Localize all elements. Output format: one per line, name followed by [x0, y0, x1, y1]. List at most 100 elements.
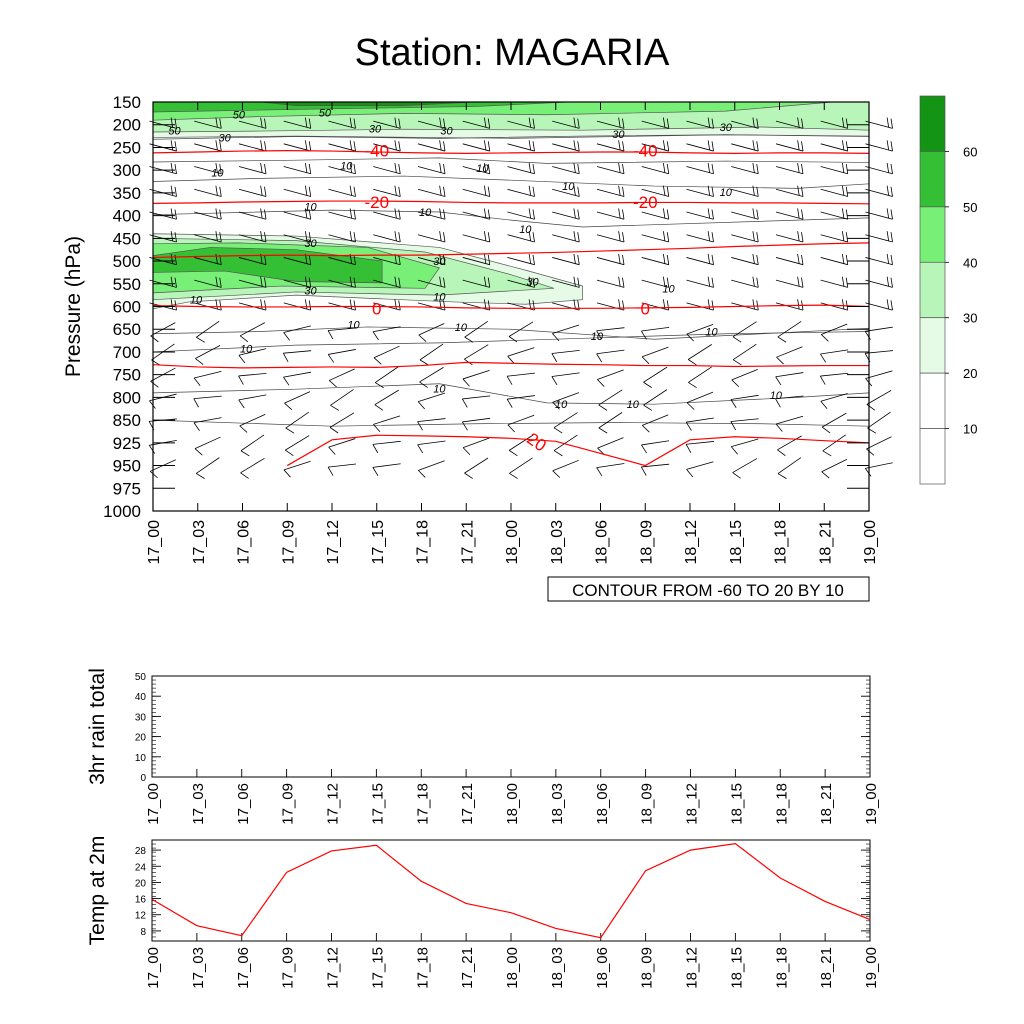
wind-barb-flag	[304, 208, 308, 219]
wind-barb-staff	[507, 395, 535, 400]
temp-x-tick-label: 17_15	[369, 947, 386, 989]
wind-barb-staff	[462, 188, 490, 197]
wind-barb-staff	[194, 166, 222, 175]
wind-barb-flag	[372, 467, 379, 476]
wind-barb-flag	[285, 427, 295, 434]
wind-contour-label: 30	[720, 122, 733, 134]
wind-barb-flag	[308, 300, 312, 311]
wind-barb-flag	[618, 276, 621, 287]
wind-barb-staff	[507, 166, 535, 175]
wind-barb-staff	[373, 345, 400, 359]
y-tick-label: 350	[113, 184, 141, 203]
wind-barb-flag	[801, 186, 804, 197]
wind-barb	[820, 349, 849, 363]
wind-barb-flag	[327, 466, 334, 476]
x-tick-label: 17_15	[370, 520, 387, 565]
wind-barb-flag	[240, 450, 250, 457]
wind-barb-staff	[329, 368, 355, 381]
rain-x-tick-label: 18_21	[818, 783, 835, 825]
temperature-label: -40	[633, 141, 658, 160]
wind-barb-staff	[777, 321, 802, 338]
wind-barb-flag	[573, 140, 576, 151]
wind-barb	[373, 345, 400, 365]
rain-x-tick-label: 17_06	[235, 783, 252, 825]
wind-barb	[417, 440, 446, 454]
wind-barb-flag	[373, 357, 382, 365]
wind-barb-staff	[775, 395, 804, 400]
wind-barb-staff	[865, 188, 893, 197]
wind-barb-staff	[867, 411, 891, 429]
wind-barb	[552, 276, 580, 288]
wind-barb-flag	[349, 299, 353, 310]
wind-barb-flag	[304, 185, 308, 196]
wind-barb-flag	[349, 185, 353, 196]
wind-barb-staff	[194, 279, 222, 288]
wind-barb	[641, 253, 670, 266]
wind-barb-staff	[328, 211, 356, 220]
x-tick-label: 18_09	[638, 520, 655, 565]
wind-barb-flag	[264, 118, 267, 129]
wind-barb-flag	[845, 277, 849, 288]
wind-barb-flag	[886, 253, 890, 264]
wind-barb	[866, 436, 892, 456]
wind-barb	[283, 208, 312, 220]
wind-barb-staff	[641, 211, 669, 220]
temperature-label: -20	[633, 193, 658, 212]
legend-label: 40	[963, 255, 977, 270]
wind-barb-flag	[439, 185, 442, 196]
wind-barb	[283, 231, 312, 243]
temp-x-tick-label: 18_12	[684, 947, 701, 989]
wind-barb-flag	[845, 254, 849, 265]
wind-barb	[777, 457, 802, 479]
wind-barb-flag	[528, 231, 532, 241]
temperature-contour	[152, 242, 870, 259]
wind-barb-flag	[443, 232, 446, 243]
wind-barb-flag	[439, 140, 442, 151]
wind-barb-flag	[577, 232, 580, 243]
x-tick-label: 17_00	[146, 520, 163, 565]
wind-contour-line	[152, 157, 870, 164]
wind-barb-staff	[775, 188, 804, 197]
temp-x-tick-label: 18_06	[594, 947, 611, 989]
wind-barb-flag	[170, 162, 174, 173]
wind-barb-flag	[443, 141, 446, 152]
wind-barb	[328, 117, 356, 129]
wind-barb	[328, 208, 356, 220]
wind-barb	[598, 389, 623, 411]
wind-barb-flag	[419, 359, 429, 366]
wind-barb-flag	[886, 140, 890, 151]
wind-barb-staff	[596, 257, 625, 266]
temp-plot: 8 12 16 20 24 28 17_00 17_03 17_06 17_09 17_12 17_1…	[86, 836, 880, 989]
wind-barb-staff	[865, 143, 893, 152]
wind-barb-flag	[308, 186, 312, 197]
wind-barb-staff	[686, 211, 714, 220]
wind-barb-flag	[841, 253, 845, 264]
wind-barb	[865, 162, 893, 175]
wind-barb-flag	[819, 375, 826, 385]
wind-barb-flag	[797, 208, 800, 219]
wind-barb-staff	[597, 369, 624, 380]
x-tick-label: 17_18	[415, 520, 432, 565]
wind-barb-flag	[398, 277, 401, 288]
wind-barb-flag	[622, 118, 625, 129]
y-tick-label: 950	[113, 457, 141, 476]
wind-barb-flag	[641, 330, 647, 340]
wind-barb-staff	[328, 463, 356, 468]
x-tick-label: 18_18	[773, 520, 790, 565]
wind-barb	[506, 395, 535, 408]
x-tick-label: 18_12	[683, 520, 700, 565]
wind-barb-flag	[551, 376, 558, 386]
wind-barb-flag	[797, 231, 800, 241]
wind-barb-staff	[509, 434, 533, 451]
wind-barb-staff	[373, 166, 401, 175]
wind-barb-flag	[487, 186, 491, 197]
wind-barb-staff	[240, 434, 265, 452]
wind-barb-flag	[711, 141, 714, 152]
wind-barb	[283, 162, 312, 175]
wind-barb	[730, 394, 759, 408]
wind-barb-flag	[711, 163, 714, 174]
wind-barb-flag	[439, 162, 442, 173]
wind-barb-staff	[238, 279, 267, 288]
wind-barb-flag	[329, 427, 339, 434]
wind-barb-flag	[398, 163, 401, 174]
